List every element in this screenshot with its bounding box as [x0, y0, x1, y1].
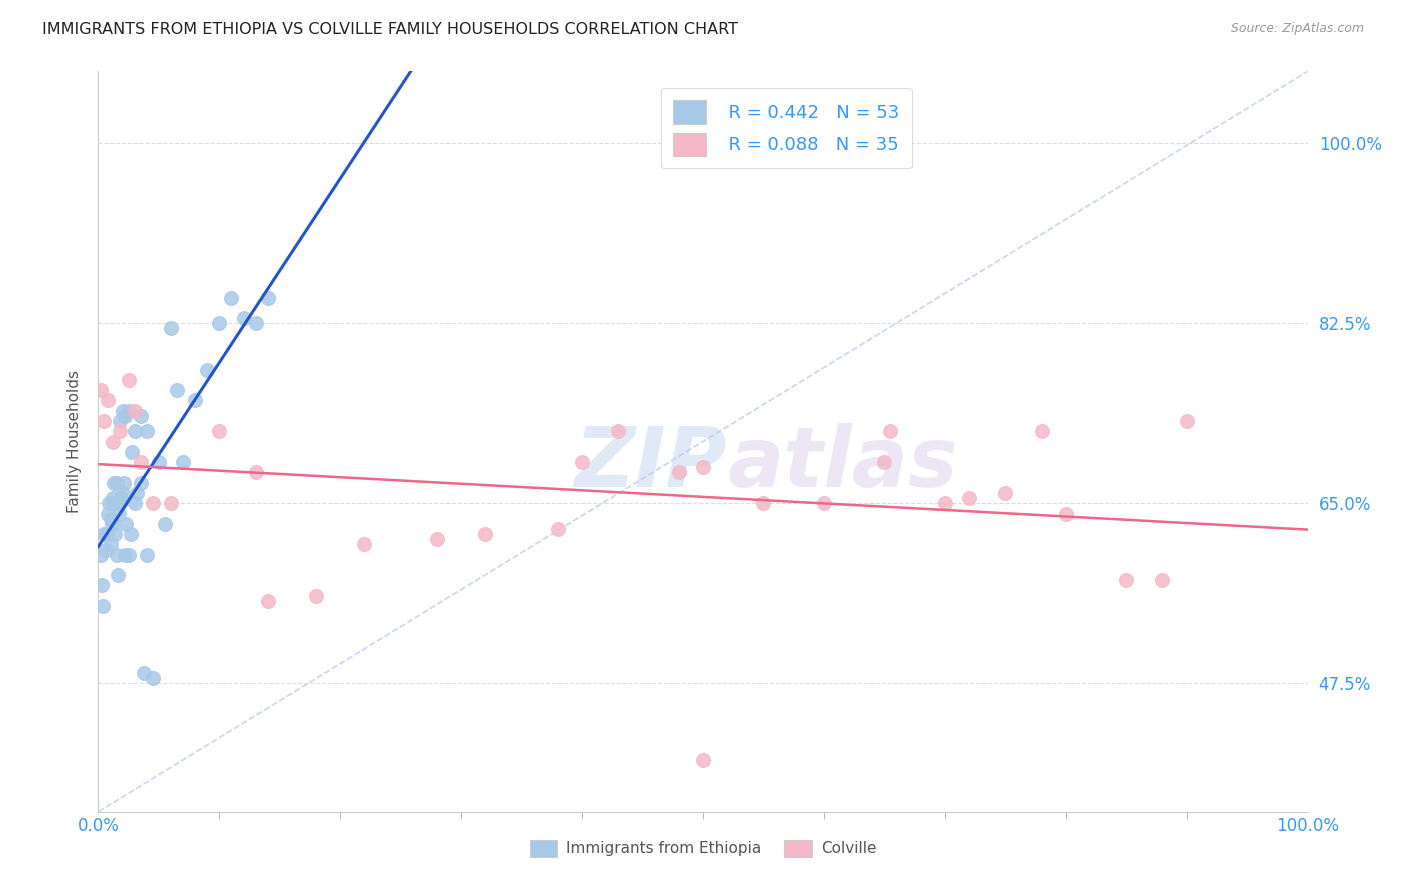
Point [256, 594, 278, 608]
Point [1115, 574, 1137, 588]
Point [305, 589, 328, 603]
Point [160, 321, 183, 335]
Point [103, 475, 125, 490]
Point [668, 466, 690, 480]
Point [879, 424, 901, 438]
Point [124, 496, 146, 510]
Point [115, 516, 138, 531]
Point [112, 475, 135, 490]
Point [118, 373, 141, 387]
Point [114, 409, 136, 423]
Point [1152, 574, 1174, 588]
Point [104, 527, 127, 541]
Point [90, 548, 112, 562]
Point [1054, 507, 1077, 521]
Point [129, 409, 152, 423]
Point [692, 460, 714, 475]
Text: atlas: atlas [727, 423, 957, 504]
Point [118, 548, 141, 562]
Point [118, 403, 141, 417]
Point [114, 548, 136, 562]
Point [129, 475, 152, 490]
Point [134, 665, 156, 680]
Point [101, 434, 124, 449]
Point [108, 414, 131, 428]
Point [90, 383, 112, 397]
Point [245, 466, 267, 480]
Point [1031, 424, 1053, 438]
Point [148, 455, 170, 469]
Point [184, 393, 207, 408]
Point [107, 568, 129, 582]
Point [91, 578, 114, 592]
Point [195, 362, 218, 376]
Point [934, 496, 956, 510]
Point [111, 403, 134, 417]
Point [474, 527, 496, 541]
Point [100, 516, 122, 531]
Point [873, 455, 896, 469]
Point [571, 455, 593, 469]
Point [256, 291, 278, 305]
Point [97, 393, 120, 408]
Point [100, 537, 122, 551]
Point [135, 424, 157, 438]
Point [142, 671, 165, 685]
Point [607, 424, 630, 438]
Point [129, 455, 152, 469]
Point [108, 496, 131, 510]
Point [994, 486, 1017, 500]
Text: Source: ZipAtlas.com: Source: ZipAtlas.com [1230, 22, 1364, 36]
Point [1175, 414, 1198, 428]
Point [93, 414, 115, 428]
Point [172, 455, 194, 469]
Point [94, 542, 117, 557]
Point [111, 486, 134, 500]
Point [166, 383, 188, 397]
Text: ZIP: ZIP [575, 423, 727, 504]
Point [426, 533, 449, 547]
Point [98, 496, 121, 510]
Point [101, 491, 124, 505]
Point [221, 291, 243, 305]
Point [245, 316, 267, 330]
Point [232, 311, 254, 326]
Point [957, 491, 980, 505]
Point [108, 507, 131, 521]
Point [97, 507, 120, 521]
Point [813, 496, 835, 510]
Point [91, 599, 114, 613]
Point [353, 537, 375, 551]
Point [160, 496, 183, 510]
Point [752, 496, 775, 510]
Point [142, 496, 165, 510]
Point [108, 424, 131, 438]
Point [105, 475, 128, 490]
Point [127, 486, 149, 500]
Point [121, 445, 143, 459]
Point [110, 491, 132, 505]
Point [547, 522, 569, 536]
Point [120, 527, 142, 541]
Text: IMMIGRANTS FROM ETHIOPIA VS COLVILLE FAMILY HOUSEHOLDS CORRELATION CHART: IMMIGRANTS FROM ETHIOPIA VS COLVILLE FAM… [42, 22, 738, 37]
Point [208, 316, 231, 330]
Point [100, 511, 122, 525]
Point [101, 496, 124, 510]
Legend: Immigrants from Ethiopia, Colville: Immigrants from Ethiopia, Colville [523, 833, 883, 863]
Point [96, 527, 118, 541]
Y-axis label: Family Households: Family Households [66, 370, 82, 513]
Point [208, 424, 231, 438]
Point [124, 403, 146, 417]
Point [135, 548, 157, 562]
Point [105, 548, 128, 562]
Point [692, 753, 714, 767]
Point [124, 424, 146, 438]
Point [93, 527, 115, 541]
Point [153, 516, 176, 531]
